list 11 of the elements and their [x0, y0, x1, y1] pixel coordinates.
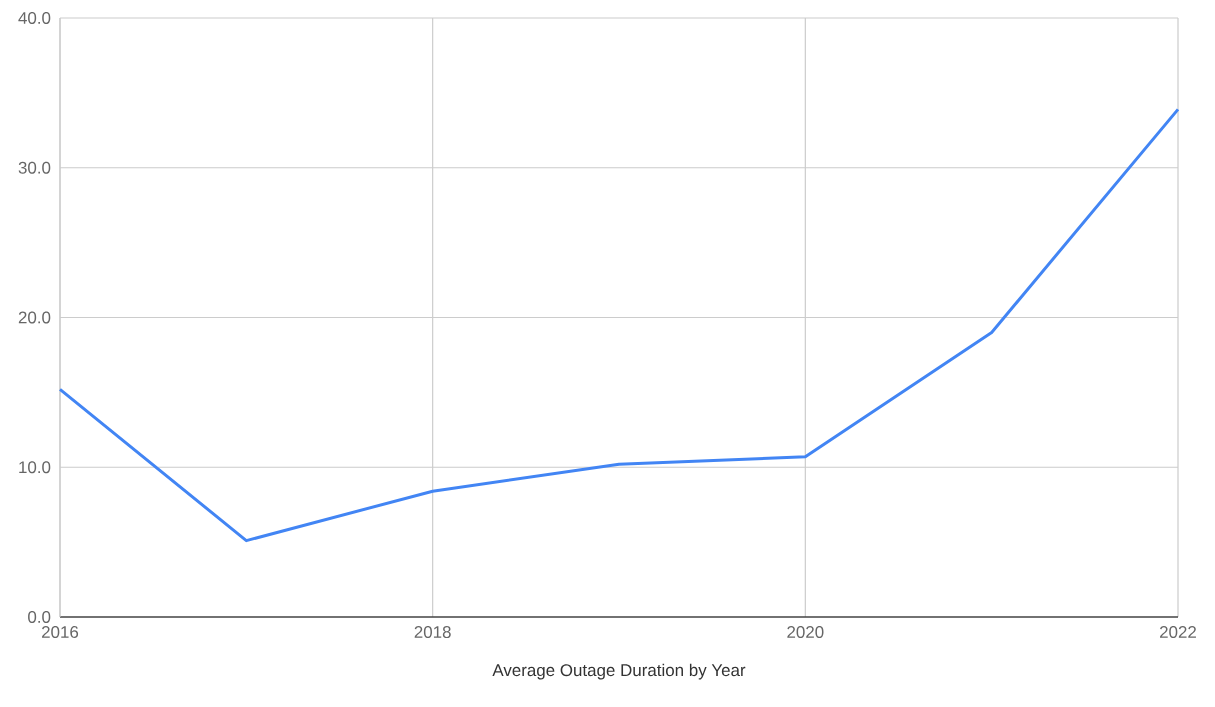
y-tick-label: 10.0 [19, 461, 51, 474]
x-tick-label: 2018 [414, 626, 451, 639]
y-tick-label: 20.0 [18, 311, 51, 324]
x-axis-title: Average Outage Duration by Year [492, 663, 746, 680]
line-series [58, 107, 1180, 543]
x-tick-label: 2022 [1160, 626, 1196, 639]
y-tick-label: 0.0 [28, 611, 51, 623]
y-tick-label: 40.0 [18, 12, 51, 24]
x-tick-label: 2020 [787, 626, 824, 639]
y-tick-label: 30.0 [18, 161, 51, 174]
x-tick-label: 2016 [42, 626, 79, 639]
